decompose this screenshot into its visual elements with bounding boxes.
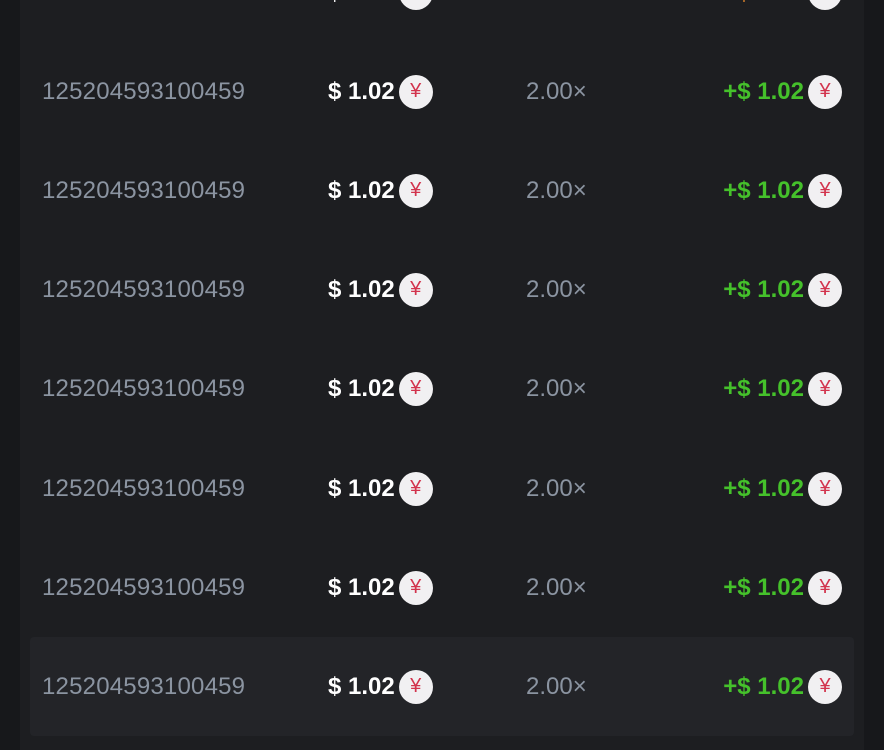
yuan-coin-icon: ¥ bbox=[398, 173, 433, 208]
multiplier: 2.00× bbox=[526, 374, 587, 402]
profit-value: +$ 1.02 bbox=[723, 275, 804, 303]
bet-amount-value: $ 1.02 bbox=[328, 0, 395, 7]
bet-row[interactable]: 125204593100459 $ 1.02¥ 2.00× +$ 1.02¥ bbox=[30, 141, 854, 240]
yuan-coin-icon: ¥ bbox=[398, 371, 433, 406]
yuan-coin-icon: ¥ bbox=[398, 74, 433, 109]
bet-id: 125204593100459 bbox=[42, 672, 246, 700]
bet-id: 125204593100459 bbox=[42, 474, 246, 502]
multiplier: 2.00× bbox=[526, 0, 587, 42]
bet-amount-value: $ 1.02 bbox=[328, 672, 395, 700]
bet-row[interactable]: 125204593100459 $ 1.02¥ 2.00× +$ 1.02¥ bbox=[30, 538, 854, 637]
bet-amount-value: $ 1.02 bbox=[328, 176, 395, 204]
bet-row[interactable]: 125204593100459 $ 1.02¥ 2.00× +$ 1.02¥ bbox=[30, 240, 854, 339]
profit-value: +$ 1.02 bbox=[723, 374, 804, 402]
profit-value: +$ 1.02 bbox=[723, 176, 804, 204]
yuan-coin-icon: ¥ bbox=[808, 74, 842, 109]
multiplier: 2.00× bbox=[526, 77, 587, 105]
yuan-coin-icon: ¥ bbox=[398, 669, 433, 704]
bet-amount: $ 1.02¥ bbox=[328, 538, 433, 637]
yuan-coin-icon: ¥ bbox=[808, 570, 842, 605]
bet-id: 125204593100459 bbox=[42, 374, 246, 402]
profit: +$ 1.02 ¥ bbox=[723, 0, 842, 42]
yuan-coin-icon: ¥ bbox=[808, 173, 842, 208]
multiplier: 2.00× bbox=[526, 474, 587, 502]
profit: +$ 1.02¥ bbox=[723, 637, 842, 736]
profit: +$ 1.02¥ bbox=[723, 42, 842, 141]
bet-amount-value: $ 1.02 bbox=[328, 275, 395, 303]
yuan-coin-icon: ¥ bbox=[808, 669, 842, 704]
bet-amount-value: $ 1.02 bbox=[328, 77, 395, 105]
bet-amount: $ 1.02¥ bbox=[328, 42, 433, 141]
multiplier: 2.00× bbox=[526, 176, 587, 204]
bet-id: 125204593100459 bbox=[42, 275, 246, 303]
yuan-coin-icon: ¥ bbox=[808, 0, 842, 10]
profit-value: +$ 1.02 bbox=[723, 672, 804, 700]
bet-amount: $ 1.02¥ bbox=[328, 0, 433, 42]
bet-amount: $ 1.02¥ bbox=[328, 439, 433, 538]
profit: +$ 1.02¥ bbox=[723, 439, 842, 538]
bet-amount: $ 1.02¥ bbox=[328, 141, 433, 240]
yuan-coin-icon: ¥ bbox=[808, 371, 842, 406]
yuan-coin-icon: ¥ bbox=[398, 570, 433, 605]
bet-amount: $ 1.02¥ bbox=[328, 637, 433, 736]
multiplier: 2.00× bbox=[526, 672, 587, 700]
bet-amount-value: $ 1.02 bbox=[328, 474, 395, 502]
profit: +$ 1.02¥ bbox=[723, 538, 842, 637]
bet-amount: $ 1.02¥ bbox=[328, 240, 433, 339]
bet-id: 125204593100459 bbox=[42, 0, 245, 42]
multiplier: 2.00× bbox=[526, 275, 587, 303]
bet-id: 125204593100459 bbox=[42, 573, 246, 601]
yuan-coin-icon: ¥ bbox=[398, 471, 433, 506]
bet-row[interactable]: 125204593100459 $ 1.02¥ 2.00× +$ 1.02¥ bbox=[30, 637, 854, 736]
profit-value: +$ 1.02 bbox=[723, 573, 804, 601]
yuan-coin-icon: ¥ bbox=[808, 471, 842, 506]
profit: +$ 1.02¥ bbox=[723, 240, 842, 339]
profit-value: +$ 1.02 bbox=[723, 77, 804, 105]
bet-row[interactable]: 125204593100459 $ 1.02¥ 2.00× +$ 1.02¥ bbox=[30, 42, 854, 141]
yuan-coin-icon: ¥ bbox=[398, 272, 433, 307]
yuan-coin-icon: ¥ bbox=[398, 0, 433, 10]
bet-id: 125204593100459 bbox=[42, 176, 246, 204]
bet-row[interactable]: 125204593100459 $ 1.02¥ 2.00× +$ 1.02¥ bbox=[30, 439, 854, 538]
bet-row[interactable]: 125204593100459 $ 1.02¥ 2.00× +$ 1.02¥ bbox=[30, 339, 854, 438]
bet-id: 125204593100459 bbox=[42, 77, 246, 105]
profit-value: +$ 1.02 bbox=[723, 474, 804, 502]
bets-list: 125204593100459 $ 1.02 ¥ 2.00× +$ 1.02 ¥12… bbox=[20, 0, 864, 750]
multiplier: 2.00× bbox=[526, 573, 587, 601]
bet-row[interactable]: 125204593100459 $ 1.02¥ 2.00× +$ 1.02¥ bbox=[30, 0, 854, 42]
yuan-coin-icon: ¥ bbox=[808, 272, 842, 307]
profit: +$ 1.02¥ bbox=[723, 339, 842, 438]
bet-amount: $ 1.02¥ bbox=[328, 339, 433, 438]
profit: +$ 1.02¥ bbox=[723, 141, 842, 240]
profit-value: +$ 1.02 bbox=[723, 0, 804, 7]
bet-amount-value: $ 1.02 bbox=[328, 573, 395, 601]
bet-amount-value: $ 1.02 bbox=[328, 374, 395, 402]
